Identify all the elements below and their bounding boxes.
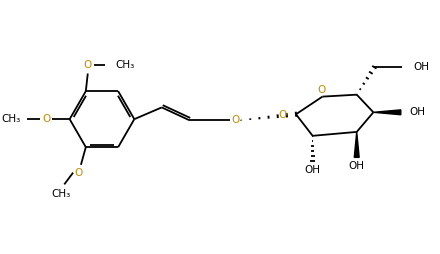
Text: CH₃: CH₃: [52, 189, 71, 199]
Text: OH: OH: [414, 62, 429, 72]
Text: CH₃: CH₃: [1, 114, 21, 124]
Text: O: O: [278, 110, 286, 120]
Text: OH: OH: [410, 107, 425, 117]
Text: CH₃: CH₃: [115, 60, 135, 70]
Polygon shape: [374, 110, 401, 115]
Text: O: O: [231, 115, 239, 125]
Text: OH: OH: [304, 165, 321, 175]
Text: O: O: [42, 114, 50, 124]
Text: O: O: [75, 168, 83, 178]
Text: O: O: [317, 85, 326, 95]
Polygon shape: [354, 132, 359, 157]
Text: OH: OH: [349, 161, 365, 171]
Text: O: O: [84, 60, 92, 70]
